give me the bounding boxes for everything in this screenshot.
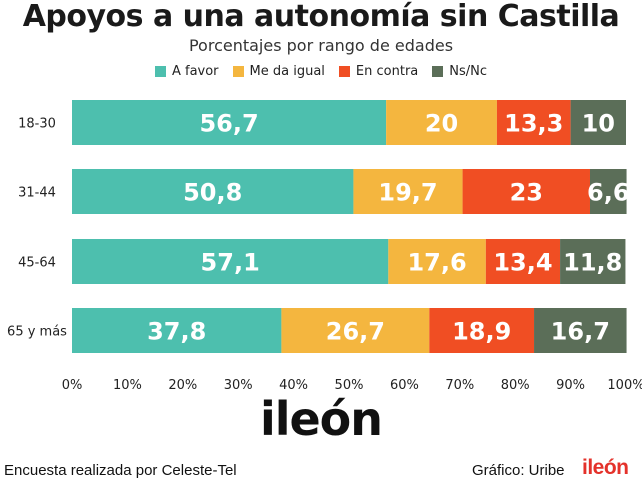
bar-a-favor-45-64 <box>72 239 389 284</box>
bar-a-favor-31-44 <box>72 169 354 214</box>
chart-legend: A favor Me da igual En contra Ns/Nc <box>0 64 642 79</box>
bar-ns-nc-45-64 <box>560 239 626 284</box>
x-tick-label-1: 10% <box>113 378 142 393</box>
data-label-ns-nc-45-64: 11,8 <box>563 249 622 277</box>
chart-subtitle: Porcentajes por rango de edades <box>188 36 454 55</box>
x-tick-label-5: 50% <box>335 378 364 393</box>
x-tick-label-2: 20% <box>168 378 197 393</box>
bar-me-da-igual-65-y-mas <box>281 308 430 353</box>
brand-logo: ileón <box>259 392 383 446</box>
bar-a-favor-18-30 <box>72 100 387 145</box>
x-tick-label-4: 40% <box>279 378 308 393</box>
data-label-a-favor-65-y-mas: 37,8 <box>147 318 206 346</box>
category-label-45-64: 45-64 <box>18 256 56 271</box>
legend-swatch-a-favor <box>154 66 166 77</box>
bar-en-contra-31-44 <box>462 169 590 214</box>
legend-label-me-da-igual: Me da igual <box>249 64 325 79</box>
chart-title: Apoyos a una autonomía sin Castilla <box>22 0 620 34</box>
data-label-en-contra-18-30: 13,3 <box>504 110 563 138</box>
bar-me-da-igual-18-30 <box>386 100 497 145</box>
x-tick-label-8: 80% <box>501 378 530 393</box>
stacked-bar-chart: 18-30 56,7 20 13,3 10 31-44 50,8 19,7 23 6,6 45-64… <box>7 100 642 393</box>
bar-ns-nc-18-30 <box>570 100 626 145</box>
data-label-en-contra-65-y-mas: 18,9 <box>452 318 511 346</box>
bar-ns-nc-65-y-mas <box>534 308 627 353</box>
legend-item-me-da-igual: Me da igual <box>232 64 325 79</box>
x-tick-label-6: 60% <box>390 378 419 393</box>
bar-ns-nc-31-44 <box>589 169 627 214</box>
legend-label-a-favor: A favor <box>171 64 219 79</box>
data-label-a-favor-18-30: 56,7 <box>199 110 258 138</box>
footer-credit: Gráfico: Uribe <box>472 462 565 479</box>
category-label-65-y-mas: 65 y más <box>7 325 67 340</box>
x-tick-label-9: 90% <box>556 378 585 393</box>
legend-item-ns-nc: Ns/Nc <box>432 64 487 79</box>
x-tick-label-7: 70% <box>445 378 474 393</box>
footer-source: Encuesta realizada por Celeste-Tel <box>4 462 237 479</box>
data-label-en-contra-45-64: 13,4 <box>493 249 552 277</box>
legend-swatch-ns-nc <box>432 66 444 77</box>
data-label-ns-nc-65-y-mas: 16,7 <box>551 318 610 346</box>
data-label-ns-nc-18-30: 10 <box>582 110 615 138</box>
data-label-me-da-igual-65-y-mas: 26,7 <box>326 318 385 346</box>
legend-swatch-me-da-igual <box>232 66 244 77</box>
bar-en-contra-18-30 <box>496 100 571 145</box>
legend-label-en-contra: En contra <box>355 64 419 79</box>
bar-en-contra-65-y-mas <box>429 308 535 353</box>
data-label-a-favor-31-44: 50,8 <box>183 179 242 207</box>
bar-a-favor-65-y-mas <box>72 308 282 353</box>
legend-item-en-contra: En contra <box>338 64 419 79</box>
category-label-31-44: 31-44 <box>18 186 56 201</box>
bar-me-da-igual-45-64 <box>388 239 486 284</box>
bar-me-da-igual-31-44 <box>353 169 463 214</box>
data-label-en-contra-31-44: 23 <box>510 179 543 207</box>
footer-logo: ileón <box>582 456 629 479</box>
x-tick-label-3: 30% <box>224 378 253 393</box>
data-label-a-favor-45-64: 57,1 <box>201 249 260 277</box>
legend-item-a-favor: A favor <box>154 64 219 79</box>
legend-swatch-en-contra <box>338 66 350 77</box>
x-tick-label-10: 100% <box>607 378 642 393</box>
data-label-me-da-igual-31-44: 19,7 <box>378 179 437 207</box>
legend-label-ns-nc: Ns/Nc <box>449 64 488 79</box>
data-label-me-da-igual-18-30: 20 <box>425 110 458 138</box>
x-tick-label-0: 0% <box>62 378 83 393</box>
category-label-18-30: 18-30 <box>18 117 56 132</box>
data-label-ns-nc-31-44: 6,6 <box>587 179 630 207</box>
data-label-me-da-igual-45-64: 17,6 <box>407 249 466 277</box>
bar-en-contra-45-64 <box>485 239 561 284</box>
